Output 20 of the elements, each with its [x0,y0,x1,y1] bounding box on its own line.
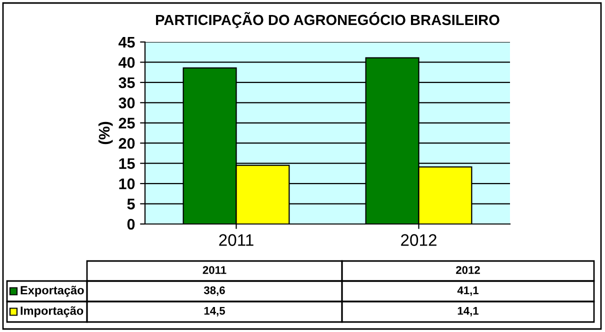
data-label: 41,1 [457,286,479,296]
data-label: 14,1 [458,306,479,316]
y-tick-label: 35 [118,77,135,88]
legend-label: Exportação [20,286,84,297]
legend-label: Importação [20,306,84,318]
y-tick-label: 30 [118,98,135,108]
y-tick-label: 15 [119,158,135,170]
data-label: 14,5 [204,306,226,316]
category-label: 2012 [456,266,480,274]
y-tick-label: 45 [118,37,135,48]
y-tick-label: 20 [118,138,135,149]
y-tick-label: 10 [119,178,135,190]
y-tick-label: 5 [127,198,135,210]
y-tick-label: 40 [118,57,135,68]
chart-title: PARTICIPAÇÃO DO AGRONEGÓCIO BRASILEIRO [156,12,500,28]
y-tick-label: 0 [127,218,135,230]
data-label: 38,6 [204,286,225,296]
y-axis-title: (%) [98,122,113,144]
y-tick-label: 25 [118,118,135,129]
category-label: 2011 [202,266,226,274]
